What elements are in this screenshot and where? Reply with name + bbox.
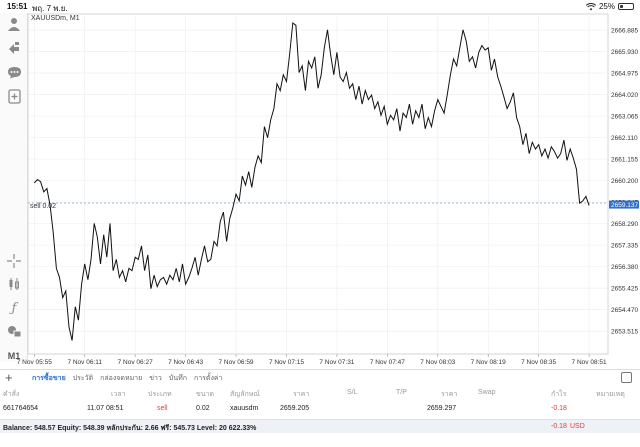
y-tick-label: 2656.380 bbox=[611, 264, 638, 271]
y-tick-label: 2666.885 bbox=[611, 28, 638, 35]
x-tick-label: 7 Nov 07:15 bbox=[269, 359, 304, 366]
y-tick-label: 2660.200 bbox=[611, 178, 638, 185]
y-axis-ticks: 2666.885 2665.930 2664.975 2664.020 2663.065… bbox=[611, 28, 638, 336]
header-profit: กำไร bbox=[551, 391, 567, 398]
y-tick-label: 2662.110 bbox=[611, 135, 638, 142]
header-price-current: ราคา bbox=[441, 391, 458, 398]
header-swap: Swap bbox=[478, 389, 496, 396]
order-price-current: 2659.297 bbox=[427, 405, 457, 412]
price-chart[interactable]: 2666.885 2665.930 2664.975 2664.020 2663.065… bbox=[0, 0, 640, 368]
header-comment: หมายเหตุ bbox=[596, 391, 625, 398]
chat-icon[interactable] bbox=[5, 63, 23, 81]
tab-trade[interactable]: การซื้อขาย bbox=[32, 375, 66, 382]
chart-grid bbox=[27, 13, 609, 355]
current-price-tag bbox=[609, 200, 639, 209]
x-axis-ticks: 7 Nov 05:55 7 Nov 06:11 7 Nov 06:27 7 Nov 0… bbox=[17, 354, 607, 366]
candles-icon[interactable] bbox=[5, 275, 23, 293]
order-profit: -0.18 bbox=[551, 405, 567, 412]
y-tick-label: 2658.290 bbox=[611, 221, 638, 228]
status-date: พฤ. 7 พ.ย. bbox=[32, 4, 68, 13]
crosshair-icon[interactable] bbox=[5, 252, 23, 270]
balance-profit: -0.18 bbox=[551, 423, 567, 430]
x-tick-label: 7 Nov 05:55 bbox=[17, 359, 52, 366]
user-icon[interactable] bbox=[5, 15, 23, 33]
bottom-tab-bar: + การซื้อขาย ประวัติ กล่องจดหมาย ข่าว บั… bbox=[0, 369, 640, 385]
balance-bar: Balance: 548.57 Equity: 548.39 หลักประกั… bbox=[0, 419, 640, 433]
tab-mailbox[interactable]: กล่องจดหมาย bbox=[100, 375, 143, 382]
price-tag-layer: 2659.137 bbox=[609, 200, 639, 209]
objects-icon[interactable] bbox=[5, 322, 23, 340]
header-time: เวลา bbox=[111, 391, 126, 398]
order-price-open: 2659.205 bbox=[280, 405, 310, 412]
header-tp: T/P bbox=[396, 389, 407, 396]
tab-news[interactable]: ข่าว bbox=[149, 375, 162, 382]
status-time: 15:51 bbox=[7, 2, 28, 11]
x-tick-label: 7 Nov 06:59 bbox=[219, 359, 254, 366]
x-tick-label: 7 Nov 07:47 bbox=[370, 359, 405, 366]
balance-summary: Balance: 548.57 Equity: 548.39 หลักประกั… bbox=[3, 425, 257, 432]
battery-percent: 25% bbox=[598, 2, 615, 11]
x-tick-label: 7 Nov 08:19 bbox=[471, 359, 506, 366]
tab-history[interactable]: ประวัติ bbox=[72, 375, 94, 382]
y-tick-label: 2655.425 bbox=[611, 286, 638, 293]
expand-icon[interactable] bbox=[621, 372, 632, 383]
balance-currency: USD bbox=[570, 423, 585, 430]
add-icon[interactable]: + bbox=[5, 370, 13, 385]
order-type: sell bbox=[157, 405, 168, 412]
order-size: 0.02 bbox=[196, 405, 210, 412]
y-tick-label: 2654.470 bbox=[611, 307, 638, 314]
y-tick-label: 2664.975 bbox=[611, 71, 638, 78]
y-tick-label: 2653.515 bbox=[611, 329, 638, 336]
order-time: 11.07 08:51 bbox=[87, 405, 124, 412]
tabs: การซื้อขาย ประวัติ กล่องจดหมาย ข่าว บันท… bbox=[32, 373, 222, 384]
function-icon[interactable]: ƒ bbox=[11, 300, 17, 316]
price-series-line bbox=[33, 22, 590, 341]
tab-settings[interactable]: การตั้งค่า bbox=[193, 375, 223, 382]
header-type: ประเภท bbox=[148, 391, 172, 398]
current-price-label: 2659.137 bbox=[611, 202, 638, 209]
symbol-label: XAUUSDm, M1 bbox=[31, 15, 80, 22]
add-chart-icon[interactable] bbox=[5, 87, 23, 105]
header-symbol: สัญลักษณ์ bbox=[230, 391, 260, 398]
trade-table-header: คำสั่ง เวลา ประเภท ขนาด สัญลักษณ์ ราคา S… bbox=[0, 387, 640, 400]
timeframe-button[interactable]: M1 bbox=[7, 351, 21, 361]
battery-fill bbox=[620, 5, 623, 8]
battery-icon bbox=[618, 3, 634, 10]
x-tick-label: 7 Nov 08:03 bbox=[420, 359, 455, 366]
order-symbol: xauusdm bbox=[230, 405, 259, 412]
x-tick-label: 7 Nov 06:11 bbox=[67, 359, 102, 366]
tab-journal[interactable]: บันทึก bbox=[168, 375, 187, 382]
y-tick-label: 2665.930 bbox=[611, 49, 638, 56]
y-tick-label: 2661.155 bbox=[611, 157, 638, 164]
y-tick-label: 2657.335 bbox=[611, 243, 638, 250]
order-id: 661764654 bbox=[3, 405, 39, 412]
header-sl: S/L bbox=[347, 389, 358, 396]
header-order: คำสั่ง bbox=[3, 391, 20, 398]
y-tick-label: 2664.020 bbox=[611, 92, 638, 99]
wifi-icon bbox=[585, 2, 596, 10]
plot-frame bbox=[27, 13, 609, 355]
y-tick-label: 2663.065 bbox=[611, 114, 638, 121]
x-tick-label: 7 Nov 06:27 bbox=[118, 359, 153, 366]
status-right: 25% bbox=[585, 2, 634, 11]
x-tick-label: 7 Nov 08:35 bbox=[521, 359, 556, 366]
status-bar: 15:51 พฤ. 7 พ.ย. 25% bbox=[0, 0, 640, 13]
arrows-icon[interactable] bbox=[5, 39, 23, 57]
left-toolbar: ƒ M1 bbox=[0, 13, 28, 362]
table-row[interactable]: 661764654 11.07 08:51 sell 0.02 xauusdm … bbox=[0, 403, 640, 416]
header-price-open: ราคา bbox=[293, 391, 310, 398]
x-tick-label: 7 Nov 07:31 bbox=[319, 359, 354, 366]
header-size: ขนาด bbox=[196, 391, 215, 398]
x-tick-label: 7 Nov 06:43 bbox=[168, 359, 203, 366]
order-label[interactable]: sell 0.02 bbox=[30, 203, 57, 210]
x-tick-label: 7 Nov 08:51 bbox=[572, 359, 607, 366]
